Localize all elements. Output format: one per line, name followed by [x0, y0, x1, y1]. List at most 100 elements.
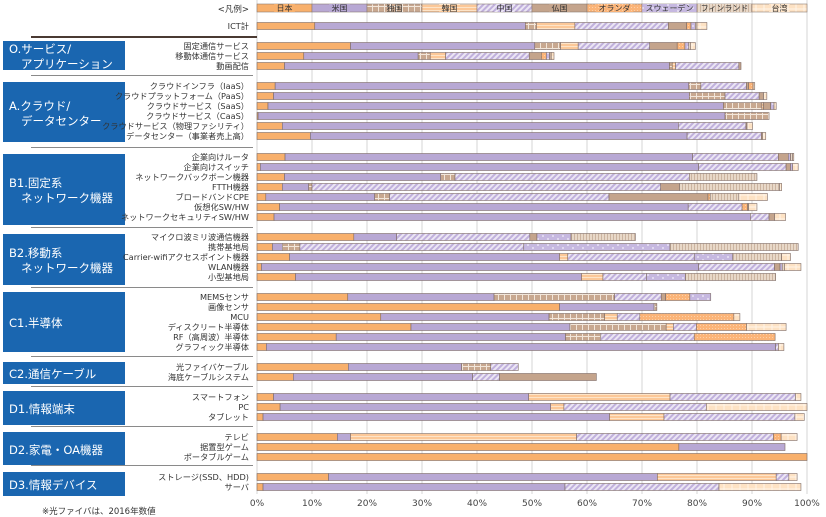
category-label: ネットワーク機器 [21, 191, 113, 205]
bar-segment-us [350, 42, 536, 50]
bar-segment-cn [673, 323, 697, 331]
legend-label-kr: 韓国 [442, 3, 458, 13]
bar-segment-jp [256, 323, 412, 331]
bar-segment-jp [256, 343, 267, 351]
bar-segment-jp [256, 263, 262, 271]
bar-segment-us [267, 102, 724, 110]
legend-label-bg [494, 4, 515, 12]
bar-segment-tw [738, 193, 768, 201]
bar-segment-us [335, 333, 566, 341]
bar-segment-cn [311, 183, 662, 191]
bar-segment-tw [690, 42, 696, 50]
bar-segment-de [688, 92, 726, 100]
bar-row [256, 92, 768, 100]
category-box-d3: D3.情報デバイス [3, 472, 125, 496]
category-box-o: O.サービス/アプリケーション [3, 41, 125, 71]
row-label: 仮想化SW/HW [194, 202, 249, 212]
bar-segment-fr [758, 92, 764, 100]
bar-row [256, 373, 597, 381]
bar-segment-de [525, 22, 537, 30]
bar-segment-cn [574, 22, 669, 30]
category-label: アプリケーション [21, 57, 113, 71]
bar-segment-fi [781, 263, 785, 271]
bar-row [256, 273, 776, 281]
bar-row [256, 263, 802, 271]
row-label: 移動体通信サービス [175, 51, 249, 61]
bar-segment-kr [560, 42, 579, 50]
bar-row [256, 183, 783, 191]
bar-segment-nl [773, 433, 782, 441]
x-tick-label: 70% [631, 499, 653, 509]
bar-segment-tw [779, 183, 783, 191]
bar-row [256, 22, 708, 30]
bar-segment-se [689, 293, 712, 301]
row-label: 企業向けルータ [191, 152, 249, 162]
bar-segment-us [292, 373, 473, 381]
bar-segment-jp [256, 303, 560, 311]
category-label: C2.通信ケーブル [9, 367, 97, 381]
bar-segment-cn [775, 473, 790, 481]
bar-segment-us [272, 243, 283, 251]
category-label: D2.家電・OA機器 [9, 442, 104, 457]
bar-segment-us [353, 233, 397, 241]
bar-row [256, 203, 758, 211]
row-label: ICT計 [227, 21, 249, 31]
bar-segment-jp [256, 253, 290, 261]
bar-segment-us [279, 203, 689, 211]
row-label: 画像センサ [208, 302, 249, 312]
bars [256, 22, 808, 491]
bar-row [256, 62, 742, 70]
bar-segment-jp [256, 483, 264, 491]
legend-label-cn: 中国 [497, 3, 513, 13]
bar-segment-tw [784, 263, 802, 271]
bar-segment-us [284, 62, 670, 70]
bar-segment-jp [256, 433, 338, 441]
legend-label-fr: 仏国 [552, 4, 568, 13]
bar-row [256, 52, 555, 60]
bar-segment-kr [609, 413, 665, 421]
bar-segment-nl [748, 82, 754, 90]
bar-segment-us [261, 263, 699, 271]
legend-label-bg [642, 4, 697, 12]
bar-segment-tw [792, 153, 795, 161]
bar-segment-tw [746, 122, 753, 130]
category-label: ネットワーク機器 [21, 261, 113, 275]
bar-segment-cn [669, 393, 796, 401]
row-label: ストレージ(SSD、HDD) [158, 472, 249, 482]
legend-label-se: スウェーデン [646, 3, 694, 13]
row-label: Carrier-wifiアクセスポイント機器 [122, 252, 249, 262]
bar-segment-kr [429, 52, 446, 60]
bar-row [256, 173, 758, 181]
bar-segment-us [289, 253, 560, 261]
bar-row [256, 473, 798, 481]
legend-label-bg [329, 4, 350, 12]
legend: 日本 米国 独国 韓国 中国 仏国 オランダ スウェーデン フィンランド 台湾 [256, 3, 808, 13]
bar-segment-tw [718, 483, 802, 491]
category-box-b1: B1.固定系 ネットワーク機器 [3, 154, 125, 225]
bar-segment-us [678, 443, 786, 451]
x-tick-label: 0% [249, 499, 265, 509]
x-tick-label: 20% [356, 499, 378, 509]
row-label: スマートフォン [191, 392, 249, 402]
bar-segment-cn [775, 343, 779, 351]
category-label: データセンター [21, 113, 102, 128]
bar-segment-fr [660, 293, 666, 301]
row-label: グラフィック半導体 [175, 342, 249, 352]
bar-segment-cn [700, 82, 747, 90]
bar-segment-de [440, 173, 456, 181]
bar-segment-us [295, 273, 582, 281]
x-tick-label: 60% [576, 499, 598, 509]
bar-row [256, 393, 802, 401]
bar-row [256, 403, 808, 411]
legend-label-fi: フィンランド [701, 4, 749, 13]
row-label: クラウドサービス（CaaS） [146, 111, 249, 121]
bar-row [256, 343, 785, 351]
bar-segment-nl [741, 203, 748, 211]
bar-segment-cn [472, 373, 500, 381]
bar-segment-tw [763, 92, 768, 100]
bar-segment-kr [536, 22, 576, 30]
bar-segment-se [790, 163, 794, 171]
bar-segment-de [653, 303, 658, 311]
bar-segment-cn [490, 363, 519, 371]
bar-row [256, 323, 787, 331]
